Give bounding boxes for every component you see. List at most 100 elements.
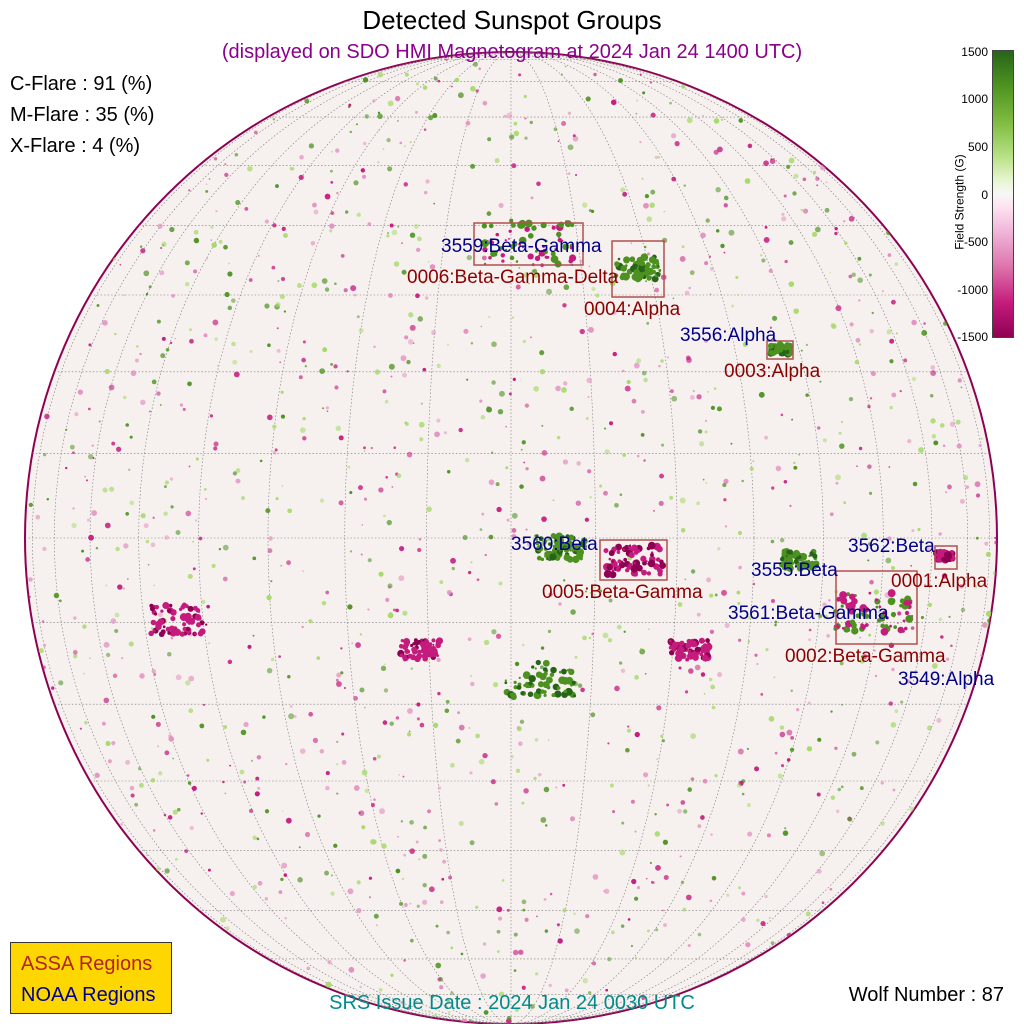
field-patch xyxy=(389,721,394,726)
field-patch xyxy=(210,225,214,229)
field-patch xyxy=(160,353,166,359)
field-patch xyxy=(564,988,569,993)
field-patch xyxy=(790,689,793,693)
field-patch xyxy=(367,608,370,611)
field-patch xyxy=(143,523,149,529)
field-patch xyxy=(247,165,253,172)
field-patch xyxy=(116,446,122,452)
field-patch xyxy=(88,407,91,411)
field-patch xyxy=(511,163,517,169)
field-patch xyxy=(774,620,778,624)
field-patch xyxy=(386,138,391,143)
field-patch xyxy=(285,817,292,824)
active-region-patch xyxy=(488,223,494,229)
field-patch xyxy=(709,629,715,634)
active-region-patch xyxy=(630,564,639,573)
field-patch xyxy=(211,563,216,568)
active-region-patch xyxy=(549,672,555,678)
field-patch xyxy=(329,223,335,229)
field-patch xyxy=(262,715,266,719)
field-patch xyxy=(409,324,416,331)
field-patch xyxy=(491,380,496,385)
field-patch xyxy=(373,345,376,349)
field-patch xyxy=(409,820,414,825)
field-patch xyxy=(764,225,768,229)
field-patch xyxy=(254,791,260,797)
active-region-patch xyxy=(840,597,848,605)
field-patch xyxy=(270,657,275,662)
field-patch xyxy=(335,425,342,432)
field-patch xyxy=(689,394,695,400)
field-patch xyxy=(533,776,537,781)
active-region-patch xyxy=(640,254,647,262)
field-patch xyxy=(868,633,872,637)
field-patch xyxy=(153,673,157,676)
active-region-patch xyxy=(937,548,944,556)
field-patch xyxy=(340,647,343,650)
field-patch xyxy=(891,392,897,398)
field-patch xyxy=(218,547,222,551)
active-region-patch xyxy=(899,598,905,604)
field-patch xyxy=(356,908,362,914)
active-region-patch xyxy=(417,650,421,654)
field-patch xyxy=(486,211,492,216)
field-patch xyxy=(423,190,428,195)
field-patch xyxy=(469,840,475,846)
field-patch xyxy=(406,1007,409,1010)
active-region-patch xyxy=(196,622,202,628)
field-patch xyxy=(780,764,785,768)
field-patch xyxy=(363,141,367,146)
field-patch xyxy=(763,160,769,167)
field-patch xyxy=(143,270,150,277)
field-patch xyxy=(534,738,539,742)
field-patch xyxy=(398,774,400,776)
field-patch xyxy=(826,634,830,638)
field-patch xyxy=(529,120,533,125)
field-patch xyxy=(736,590,741,595)
field-patch xyxy=(760,920,766,927)
active-region-patch xyxy=(551,225,556,230)
field-patch xyxy=(224,291,230,298)
region-boxes xyxy=(473,222,958,645)
field-patch xyxy=(287,675,291,679)
field-patch xyxy=(618,78,623,83)
field-patch xyxy=(417,547,422,553)
field-patch xyxy=(496,929,501,934)
field-patch xyxy=(69,444,75,450)
active-region-patch xyxy=(542,690,547,694)
field-patch xyxy=(495,482,500,487)
field-patch xyxy=(607,638,613,643)
field-patch xyxy=(187,781,192,785)
field-patch xyxy=(527,282,530,285)
field-patch xyxy=(639,648,646,655)
field-patch xyxy=(994,540,997,545)
field-patch xyxy=(367,222,372,226)
field-patch xyxy=(253,130,258,135)
field-patch xyxy=(887,536,892,541)
field-patch xyxy=(308,619,313,624)
field-patch xyxy=(86,518,91,522)
field-patch xyxy=(392,608,396,612)
field-patch xyxy=(41,620,45,623)
field-patch xyxy=(117,584,123,590)
field-patch xyxy=(930,370,937,376)
field-patch xyxy=(985,551,991,557)
field-patch xyxy=(779,731,786,738)
field-patch xyxy=(147,563,150,566)
field-patch xyxy=(620,924,625,928)
field-patch xyxy=(774,623,777,627)
field-patch xyxy=(950,644,953,648)
active-region-patch xyxy=(876,618,882,623)
active-region-patch xyxy=(687,650,692,654)
field-patch xyxy=(140,399,146,406)
field-patch xyxy=(682,907,687,912)
field-patch xyxy=(752,460,755,463)
field-patch xyxy=(319,498,325,503)
field-patch xyxy=(206,758,210,762)
active-region-patch xyxy=(636,549,641,554)
field-patch xyxy=(756,663,759,665)
field-patch xyxy=(343,288,348,293)
active-region-patch xyxy=(528,674,536,683)
active-region-patch xyxy=(694,646,701,653)
field-patch xyxy=(936,717,942,723)
